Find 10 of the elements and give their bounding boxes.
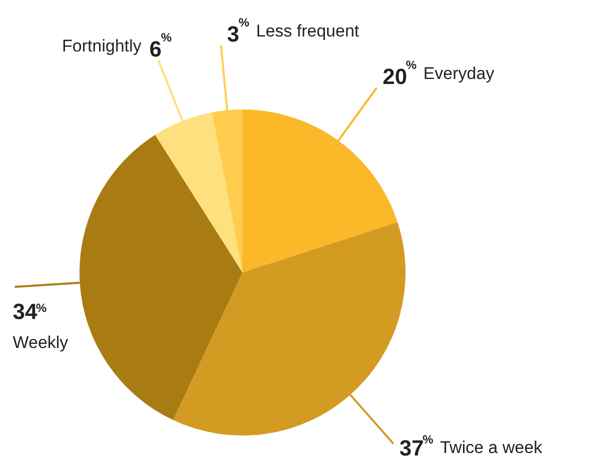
data-label: 34% [12,298,47,324]
data-label: 3% [227,15,250,46]
data-label: 6% [149,30,172,62]
data-label: 20% [382,58,417,89]
data-label: 37% [399,432,434,461]
slice-label: Less frequent [256,21,360,40]
slice-label: Fortnightly [62,36,142,56]
slice-label: Weekly [12,332,69,352]
slice-label: Twice a week [440,438,543,458]
slice-label: Everyday [423,64,495,83]
